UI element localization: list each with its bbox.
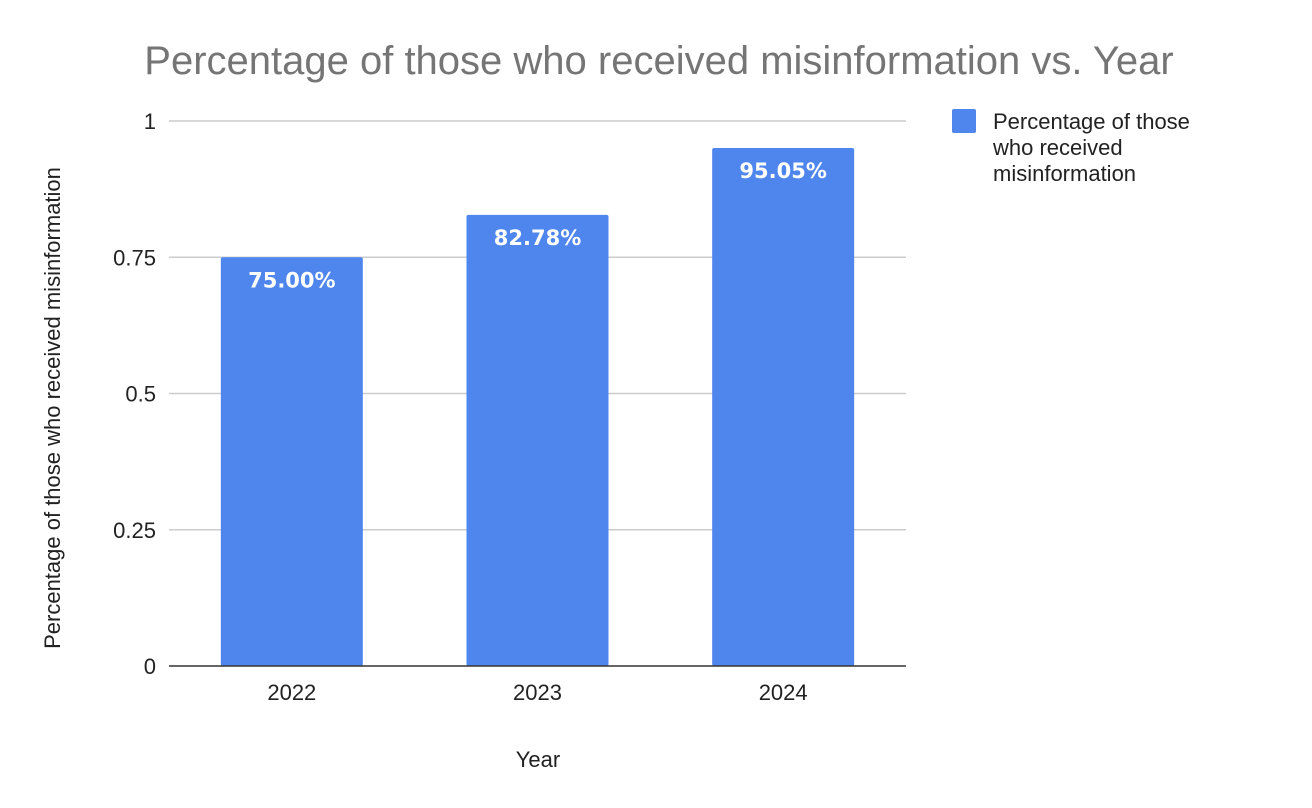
data-label: 75.00% [248, 268, 335, 292]
x-tick-label: 2022 [267, 680, 316, 705]
y-tick-label: 0.75 [113, 245, 156, 270]
data-labels: 75.00% 82.78% 95.05% [248, 159, 827, 292]
bars [220, 147, 855, 667]
y-tick-label: 0.25 [113, 518, 156, 543]
y-tick-label: 0 [144, 654, 156, 679]
legend-label-line: Percentage of those [993, 109, 1190, 134]
legend-label: Percentage of those who received misinfo… [992, 109, 1196, 186]
bar-2022 [220, 257, 363, 666]
y-tick-label: 0.5 [125, 382, 156, 407]
chart-title: Percentage of those who received misinfo… [144, 39, 1173, 83]
data-label: 82.78% [494, 226, 581, 250]
bar-2023 [466, 214, 609, 666]
legend-label-line: misinformation [993, 161, 1136, 186]
legend: Percentage of those who received misinfo… [952, 109, 1196, 186]
x-axis-title: Year [516, 747, 560, 772]
legend-label-line: who received [992, 135, 1123, 160]
y-axis-title: Percentage of those who received misinfo… [40, 167, 65, 649]
bar-2024 [712, 147, 855, 667]
y-tick-label: 1 [144, 109, 156, 134]
legend-swatch [952, 109, 976, 133]
x-tick-label: 2024 [759, 680, 808, 705]
y-axis-ticks: 0 0.25 0.5 0.75 1 [113, 109, 156, 679]
x-tick-label: 2023 [513, 680, 562, 705]
x-axis-ticks: 2022 2023 2024 [267, 680, 807, 705]
data-label: 95.05% [739, 159, 826, 183]
